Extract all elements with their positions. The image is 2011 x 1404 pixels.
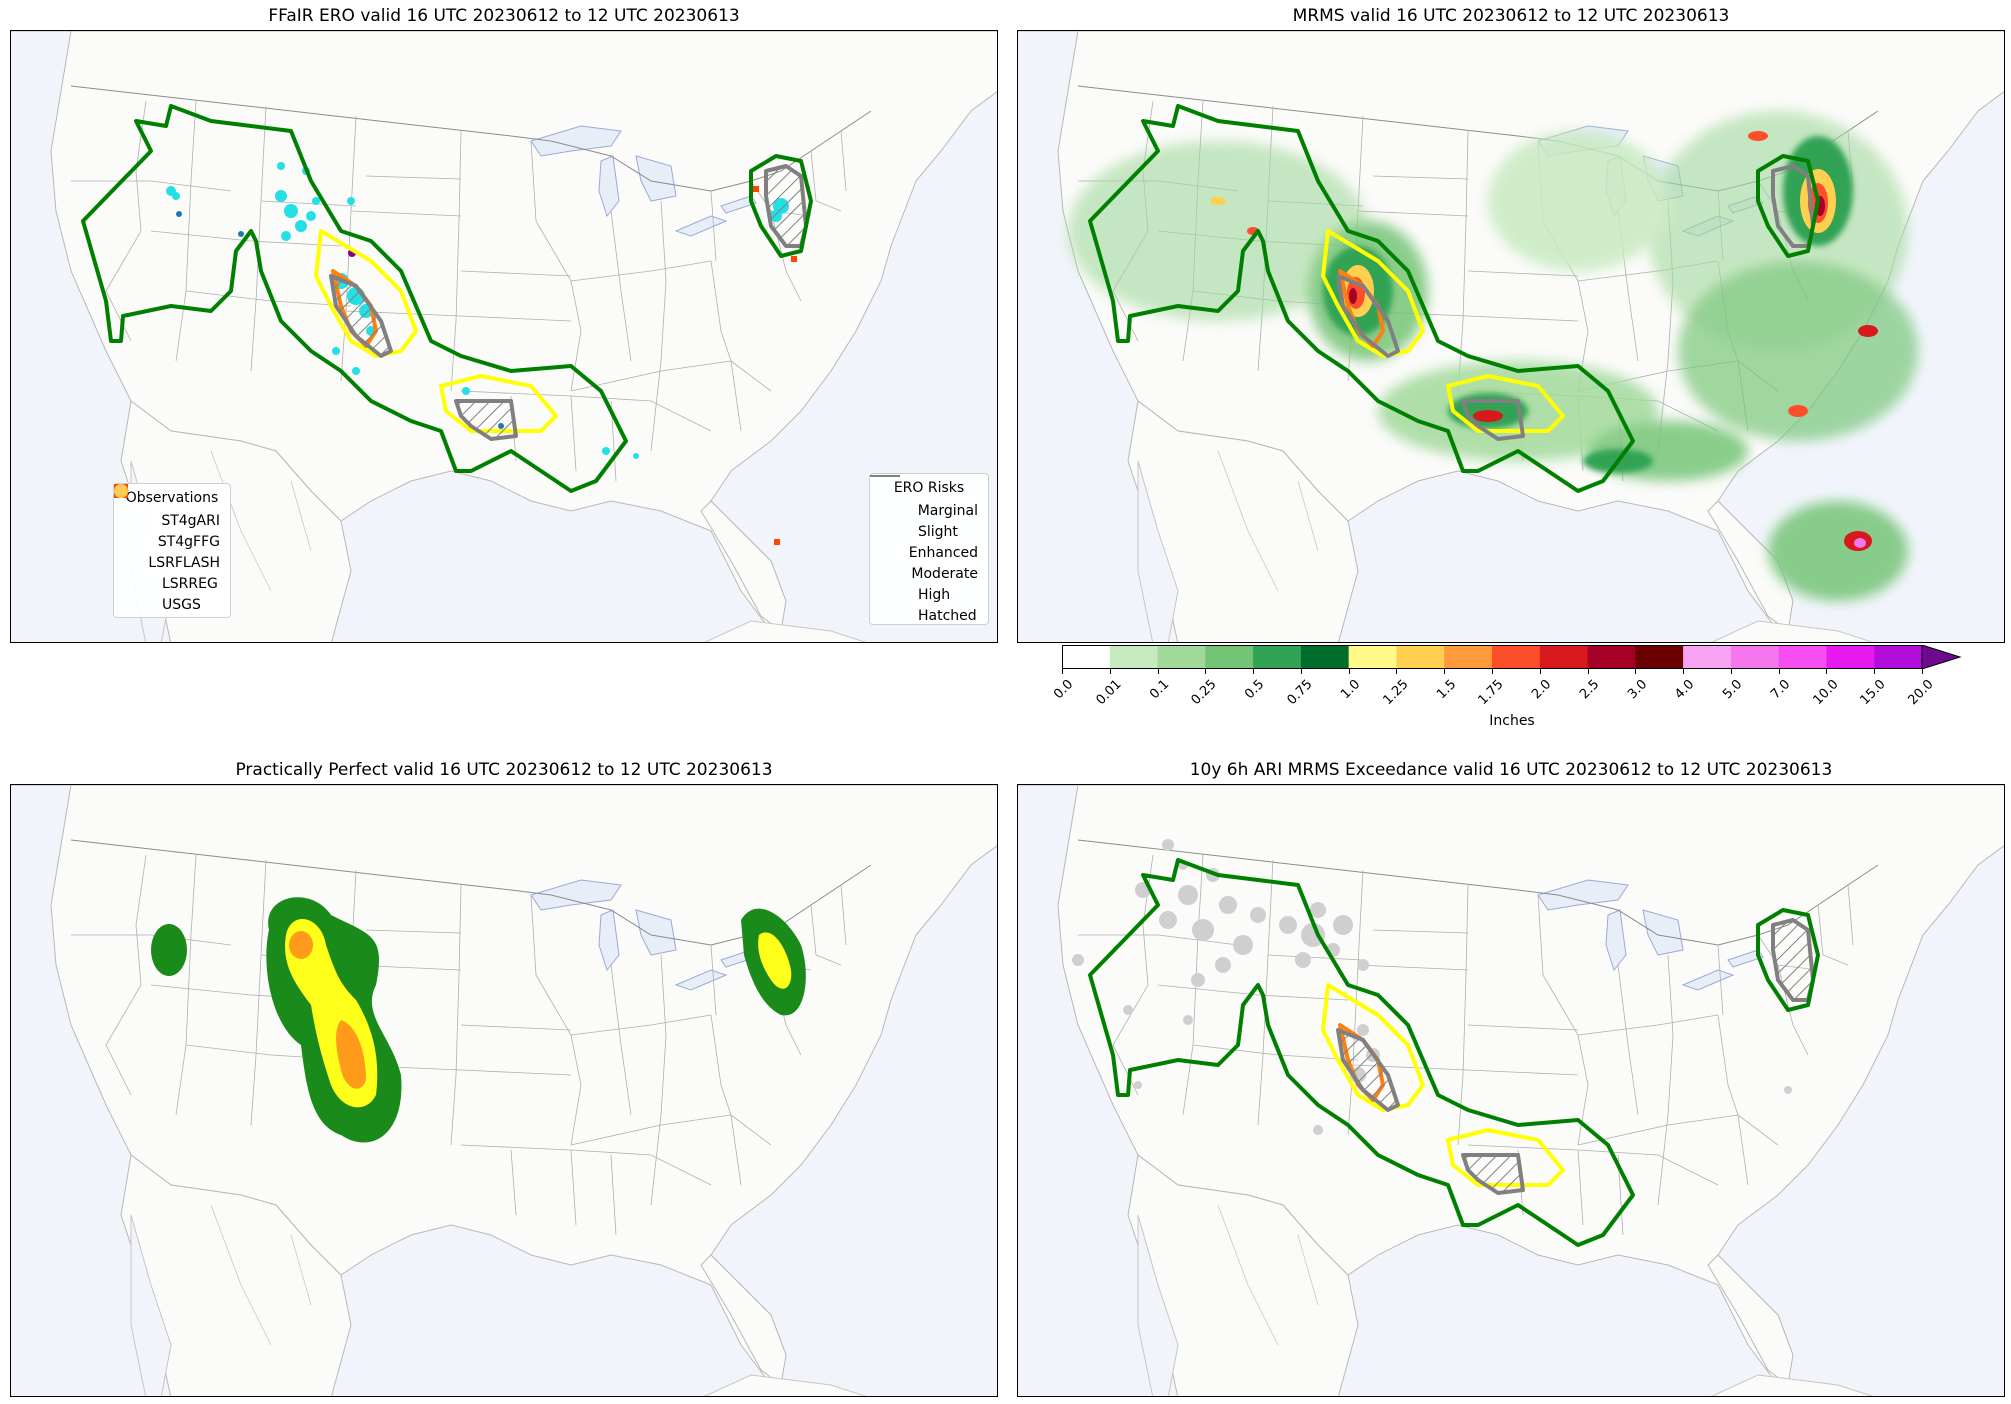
colorbar-bin	[1635, 645, 1684, 669]
colorbar-tick-mark	[1253, 669, 1255, 674]
legend-item-st4gffg: ST4gFFG	[115, 485, 220, 552]
legend-label: ST4gFFG	[157, 533, 220, 550]
colorbar-tick-mark	[1635, 669, 1637, 674]
ero-contours	[81, 104, 813, 493]
colorbar-tick-label: 15.0	[1857, 677, 1889, 709]
colorbar-tick-mark	[1874, 669, 1876, 674]
colorbar-tick-label: 0.5	[1242, 677, 1268, 703]
colorbar-tick-mark	[1205, 669, 1207, 674]
legend-label: High	[918, 586, 951, 603]
colorbar-bin	[1730, 645, 1780, 669]
colorbar-tick-mark	[1730, 669, 1732, 674]
colorbar-bin	[1157, 645, 1206, 669]
colorbar-tick-mark	[1396, 669, 1398, 674]
colorbar-tick-label: 2.5	[1576, 677, 1603, 703]
legend-label: Moderate	[911, 565, 978, 582]
colorbar-tick-label: 0.25	[1188, 677, 1220, 709]
ero-contours	[1088, 858, 1820, 1247]
colorbar-ticks: 0.0 0.01 0.1 0.25 0.5 0.75 1.0 1.25 1.5 1.75 2.0 2.…	[1051, 669, 1962, 709]
colorbar-bin	[1587, 645, 1636, 669]
legend-item-moderate: Moderate	[870, 475, 978, 584]
colorbar-tick-label: 7.0	[1768, 677, 1794, 703]
colorbar-bin	[1778, 645, 1827, 669]
legend-item-st4gari: ST4gARI	[115, 485, 220, 531]
colorbar-bin	[1683, 645, 1732, 669]
colorbar-tick-label: 4.0	[1672, 677, 1698, 703]
colorbar-tick-mark	[1109, 669, 1111, 674]
legend-item-hatched: Hatched	[870, 475, 978, 626]
ero-risks-legend: ERO Risks Marginal Slight Enhanced Moder…	[869, 473, 989, 625]
colorbar-tick-mark	[1587, 669, 1589, 674]
colorbar-tick-label: 0.1	[1146, 677, 1173, 703]
legend-item-lsrreg: LSRREG	[114, 484, 220, 594]
legend-item-slight: Slight	[870, 475, 978, 542]
panel-title-mrms: MRMS valid 16 UTC 20230612 to 12 UTC 202…	[1292, 6, 1730, 26]
colorbar-bin	[1253, 645, 1302, 669]
colorbar-extend-arrow	[1921, 644, 1962, 670]
ero-map: Observations ST4gARI ST4gFFG LSRFLASH LS…	[10, 30, 998, 643]
colorbar-tick-mark	[1683, 669, 1685, 674]
colorbar-tick-label: 20.0	[1905, 677, 1937, 709]
legend-item-usgs: USGS	[114, 484, 220, 615]
colorbar-bin	[1539, 645, 1589, 669]
colorbar-bin	[1492, 645, 1541, 669]
colorbar-outline	[1062, 645, 1923, 669]
colorbar-bin	[1062, 645, 1111, 669]
colorbar-tick-mark	[1348, 669, 1350, 674]
colorbar-tick-mark	[1778, 669, 1780, 674]
colorbar-tick-mark	[1062, 669, 1063, 674]
legend-label: Slight	[918, 523, 958, 540]
pp-map	[10, 784, 998, 1397]
colorbar-bin	[1300, 645, 1350, 669]
legend-label: LSRFLASH	[148, 554, 220, 571]
colorbar-tick-mark	[1492, 669, 1493, 674]
colorbar-tick-mark	[1444, 669, 1446, 674]
ero-legend-title: ERO Risks	[893, 480, 965, 496]
colorbar-tick-mark	[1300, 669, 1302, 674]
colorbar-bin	[1109, 645, 1159, 669]
colorbar-tick-mark	[1826, 669, 1828, 674]
colorbar-bin	[1205, 645, 1254, 669]
pp-probability-field	[151, 897, 806, 1143]
legend-item-lsrflash: LSRFLASH	[114, 484, 220, 573]
colorbar-bin	[1444, 645, 1493, 669]
colorbar-tick-label: 2.0	[1529, 677, 1555, 703]
colorbar-tick-mark	[1922, 669, 1923, 674]
legend-label: ST4gARI	[161, 512, 220, 529]
colorbar-tick-label: 0.01	[1093, 677, 1125, 709]
panel-title-ari: 10y 6h ARI MRMS Exceedance valid 16 UTC …	[1189, 760, 1833, 780]
colorbar-bin	[1826, 645, 1875, 669]
ero-contours	[1088, 104, 1820, 493]
legend-label: Hatched	[918, 607, 977, 624]
colorbar-tick-label: 10.0	[1809, 677, 1842, 709]
observations-legend: Observations ST4gARI ST4gFFG LSRFLASH LS…	[113, 483, 231, 618]
legend-item-enhanced: Enhanced	[870, 475, 978, 563]
colorbar-label: Inches	[1489, 713, 1535, 729]
ari-map	[1017, 784, 2005, 1397]
observations-legend-title: Observations	[125, 490, 219, 506]
colorbar-tick-label: 1.5	[1433, 677, 1459, 703]
legend-item-high: High	[870, 475, 978, 605]
colorbar-tick-label: 1.75	[1475, 677, 1507, 709]
colorbar-tick-label: 1.25	[1379, 677, 1412, 709]
colorbar-tick-mark	[1157, 669, 1159, 674]
legend-label: Marginal	[917, 502, 978, 519]
legend-item-marginal: Marginal	[870, 475, 978, 521]
panel-title-ero: FFaIR ERO valid 16 UTC 20230612 to 12 UT…	[268, 6, 740, 26]
colorbar-tick-label: 0.75	[1284, 677, 1316, 709]
panel-title-pp: Practically Perfect valid 16 UTC 2023061…	[235, 760, 773, 780]
legend-label: USGS	[162, 596, 201, 613]
colorbar-bin	[1348, 645, 1397, 669]
colorbar-tick-label: 0.0	[1051, 677, 1077, 703]
colorbar-bin	[1874, 645, 1923, 669]
colorbar-tick-label: 5.0	[1720, 677, 1746, 703]
legend-label: Enhanced	[908, 544, 978, 561]
precip-colorbar	[1062, 644, 1962, 670]
colorbar-tick-mark	[1539, 669, 1541, 674]
mrms-map	[1017, 30, 2005, 643]
colorbar-tick-label: 3.0	[1624, 677, 1650, 703]
legend-label: LSRREG	[162, 575, 218, 592]
colorbar-tick-label: 1.0	[1338, 677, 1364, 703]
colorbar-bin	[1396, 645, 1445, 669]
